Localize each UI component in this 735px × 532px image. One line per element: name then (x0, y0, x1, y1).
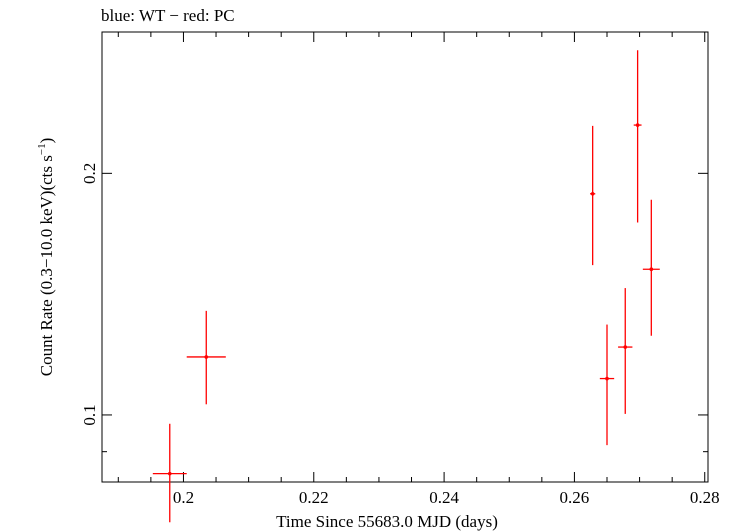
y-tick-label: 0.2 (80, 163, 99, 184)
y-axis-label: Count Rate (0.3−10.0 keV)(cts s−1) (36, 138, 56, 377)
data-point (590, 125, 596, 266)
data-point (618, 288, 633, 414)
point-marker (649, 267, 654, 272)
data-point (599, 324, 615, 446)
x-tick-label: 0.22 (299, 488, 329, 507)
point-marker (605, 376, 609, 381)
y-tick-label: 0.1 (80, 404, 99, 425)
x-axis-label: Time Since 55683.0 MJD (days) (276, 512, 498, 531)
axis-ticks (102, 31, 708, 482)
axis-tick-labels: 0.2 0.22 0.24 0.26 0.28 0.1 0.2 (80, 163, 720, 507)
data-point (152, 423, 187, 523)
data-point (642, 199, 660, 336)
x-tick-label: 0.24 (429, 488, 459, 507)
x-tick-label: 0.26 (560, 488, 590, 507)
y-axis-label-close: ) (37, 138, 56, 144)
plot-frame (101, 31, 709, 483)
point-marker (623, 345, 628, 349)
data-points (152, 50, 660, 523)
data-point (633, 50, 642, 223)
x-tick-label: 0.28 (690, 488, 720, 507)
x-tick-label: 0.2 (173, 488, 194, 507)
y-axis-label-main: Count Rate (0.3−10.0 keV)(cts s (37, 155, 56, 376)
data-point (186, 310, 226, 405)
point-marker (167, 471, 172, 476)
y-axis-label-exponent: −1 (36, 143, 48, 155)
chart-title: blue: WT − red: PC (101, 6, 235, 25)
point-marker (590, 191, 595, 196)
point-marker (635, 123, 640, 127)
point-marker (204, 355, 209, 359)
